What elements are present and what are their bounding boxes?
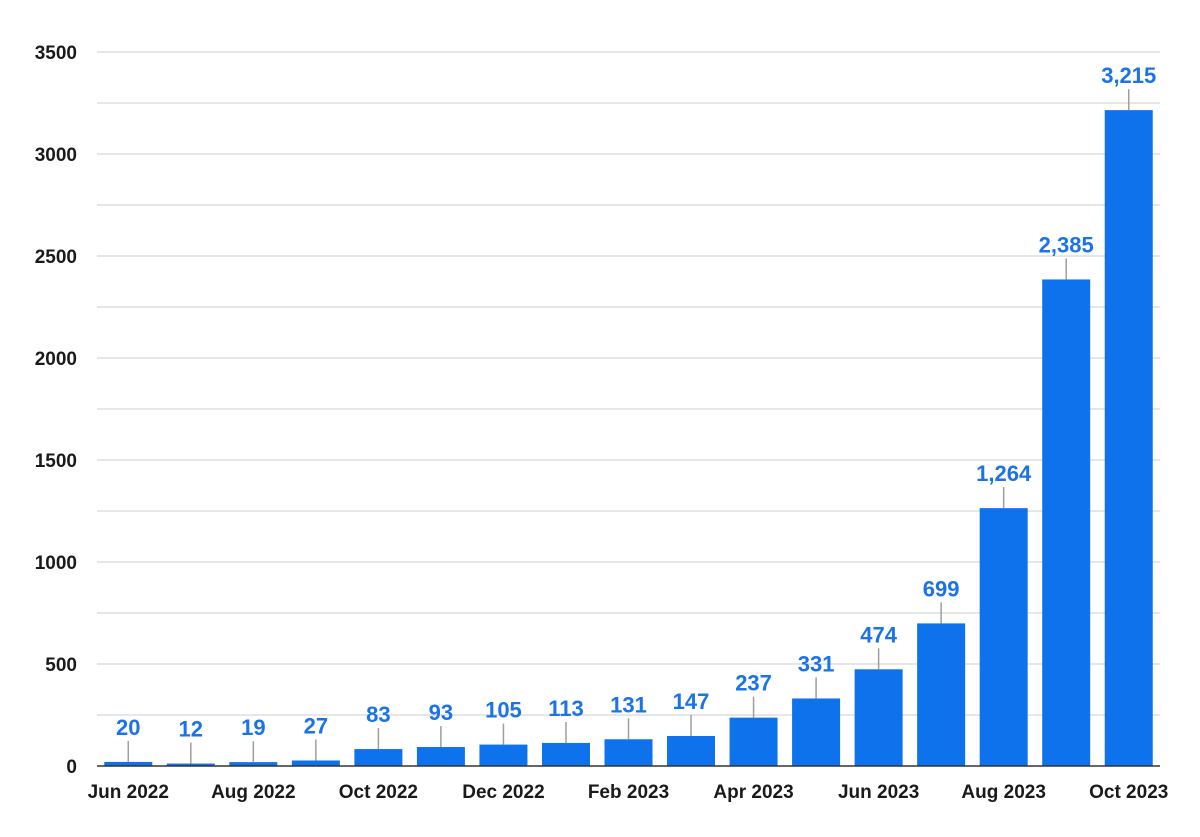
- bar: [667, 736, 716, 766]
- bar: [479, 744, 528, 766]
- x-tick-label: Feb 2023: [588, 782, 669, 803]
- x-tick-label: Aug 2023: [961, 782, 1045, 803]
- data-label: 474: [860, 622, 897, 647]
- y-tick-label: 2500: [35, 247, 77, 268]
- data-label: 1,264: [976, 461, 1032, 486]
- x-tick-label: Jun 2023: [838, 782, 919, 803]
- y-tick-label: 3000: [35, 145, 77, 166]
- x-tick-label: Apr 2023: [713, 782, 793, 803]
- data-label: 2,385: [1039, 232, 1094, 257]
- bar: [166, 763, 215, 766]
- y-tick-label: 0: [66, 757, 77, 778]
- data-label: 105: [485, 698, 522, 723]
- data-label: 331: [798, 651, 835, 676]
- data-label: 113: [548, 696, 584, 721]
- data-label: 699: [923, 576, 960, 601]
- gridlines: [97, 51, 1160, 716]
- bar: [229, 762, 278, 766]
- data-label: 20: [116, 715, 140, 740]
- bar: [792, 698, 841, 766]
- data-label: 3,215: [1101, 63, 1156, 88]
- y-axis-ticks: 0 500 1000 1500 2000 2500 3000 3500: [35, 43, 77, 778]
- x-tick-label: Dec 2022: [462, 782, 544, 803]
- y-tick-label: 1000: [35, 553, 77, 574]
- x-tick-label: Oct 2022: [339, 782, 418, 803]
- bar: [541, 742, 590, 766]
- bar: [604, 739, 653, 766]
- x-tick-label: Aug 2022: [211, 782, 295, 803]
- data-label-leaders: [127, 89, 1130, 764]
- bar: [104, 761, 153, 766]
- y-tick-label: 1500: [35, 451, 77, 472]
- y-tick-label: 3500: [35, 43, 77, 64]
- bar: [854, 669, 903, 766]
- data-label: 131: [610, 692, 647, 717]
- bar: [354, 749, 403, 766]
- y-tick-label: 2000: [35, 349, 77, 370]
- data-labels: 20 12 19 27 83 93 105 113 131 147 237 331 474 699 1,26…: [116, 63, 1156, 741]
- bar: [1104, 110, 1153, 766]
- data-label: 12: [179, 717, 203, 742]
- data-label: 27: [304, 713, 328, 738]
- data-label: 147: [673, 689, 710, 714]
- bar: [416, 747, 465, 766]
- bar: [729, 717, 778, 766]
- bar: [979, 508, 1028, 766]
- x-tick-label: Jun 2022: [88, 782, 169, 803]
- y-tick-label: 500: [45, 655, 77, 676]
- data-label: 237: [735, 671, 772, 696]
- bar: [291, 760, 340, 766]
- bar: [1042, 279, 1091, 766]
- x-tick-label: Oct 2023: [1089, 782, 1168, 803]
- data-label: 83: [366, 702, 390, 727]
- data-label: 93: [429, 700, 453, 725]
- bars: [104, 110, 1153, 766]
- x-axis-ticks: Jun 2022 Aug 2022 Oct 2022 Dec 2022 Feb 2023…: [88, 782, 1169, 803]
- bar: [917, 623, 966, 766]
- data-label: 19: [241, 715, 265, 740]
